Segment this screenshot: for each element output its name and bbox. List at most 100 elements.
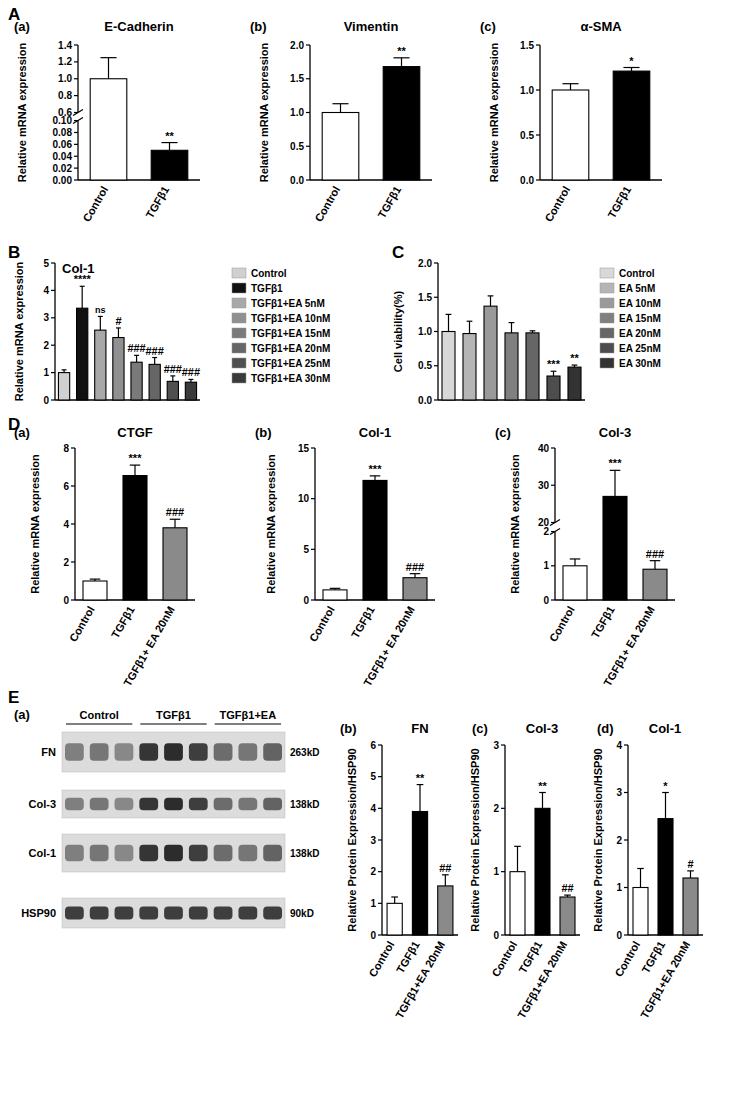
x-tick-label: TGFβ1: [143, 184, 171, 220]
subpanel-label: (a): [14, 707, 30, 722]
y-tick-label: 2: [43, 340, 49, 351]
error-stem: [134, 465, 135, 475]
y-tick-label: 0: [303, 595, 309, 606]
error-cap: [62, 369, 67, 370]
legend-label: TGFβ1: [251, 283, 283, 294]
blot-band: [214, 906, 233, 919]
y-tick-label: 1: [493, 866, 499, 877]
significance-label: **: [397, 45, 406, 57]
x-tick-label: TGFβ1: [109, 604, 137, 640]
y-tick: [51, 290, 55, 291]
y-tick-label: 0.5: [418, 360, 432, 371]
error-stem: [517, 846, 518, 871]
y-tick-label: 2: [616, 835, 622, 846]
legend-swatch: [600, 268, 614, 278]
y-tick-label: 1: [43, 367, 49, 378]
x-tick-label: Control: [307, 604, 337, 644]
x-tick-label: TGFβ1+ EA 20nM: [601, 604, 657, 688]
chart: Cell viability(%)0.00.51.01.52.0*****Con…: [392, 258, 661, 406]
y-axis-label: Relative Protein Expression/HSP90: [469, 748, 481, 931]
y-axis-label: Relative Protein Expression/HSP90: [346, 748, 358, 931]
y-axis-line: [504, 745, 505, 935]
significance-label: ###: [146, 345, 164, 357]
error-cap: [134, 355, 139, 356]
error-bar: [662, 793, 669, 819]
y-tick: [311, 549, 315, 550]
y-tick: [74, 132, 78, 133]
significance-label: ***: [609, 457, 623, 469]
error-bar: [467, 321, 473, 333]
error-bar: [610, 470, 621, 496]
blot-strip: [62, 898, 285, 928]
y-tick-label: 3: [493, 740, 499, 751]
y-tick-label: 0: [43, 395, 49, 406]
y-tick-label: 4: [370, 803, 376, 814]
y-tick-label: 1: [543, 560, 549, 571]
error-stem: [108, 58, 109, 79]
legend-label: EA 10nM: [619, 298, 661, 309]
y-tick-label: 0: [370, 930, 376, 941]
y-tick-label: 0.02: [53, 163, 73, 174]
blot-band: [139, 845, 158, 862]
blot-strip: [62, 732, 285, 772]
blot-band: [90, 845, 109, 862]
error-stem: [654, 561, 655, 570]
blot-band: [164, 798, 183, 810]
blot-strip: [62, 790, 285, 818]
error-cap: [391, 896, 398, 897]
significance-label: ##: [561, 882, 573, 894]
y-tick-label: 40: [538, 443, 550, 454]
blot-band: [214, 845, 233, 862]
blot-band: [139, 798, 158, 810]
blot-group-line: [66, 724, 132, 725]
y-tick: [378, 808, 382, 809]
marks: [387, 785, 453, 935]
subpanel-label: (c): [480, 19, 496, 34]
error-stem: [445, 875, 446, 886]
subpanel-label: (a): [14, 425, 30, 440]
blot-band: [189, 845, 208, 862]
y-tick: [536, 89, 540, 90]
error-bar: [170, 376, 175, 381]
significance-label: ****: [74, 273, 92, 285]
chart-title: Col-1: [359, 425, 392, 440]
significance-label: ***: [129, 452, 143, 464]
blot-band: [238, 743, 257, 761]
bar: [151, 150, 188, 180]
chart-title: FN: [411, 721, 428, 736]
panel-letter: C: [392, 243, 404, 262]
error-cap: [530, 330, 536, 331]
y-tick-label: 6: [370, 740, 376, 751]
chart-title: Col-3: [526, 721, 559, 736]
chart-title: Col-3: [599, 425, 632, 440]
y-tick: [434, 365, 438, 366]
x-tick-label: Control: [67, 604, 97, 644]
significance-label: ###: [406, 561, 424, 573]
bar: [526, 333, 539, 400]
y-tick: [74, 78, 78, 79]
legend-swatch: [600, 358, 614, 368]
blot-group-line: [215, 724, 281, 725]
significance-label: ns: [95, 305, 106, 315]
blot-band: [115, 906, 134, 919]
bar: [563, 566, 587, 600]
y-tick-label: 3: [43, 312, 49, 323]
error-cap: [662, 792, 669, 793]
y-tick-label: 4: [63, 519, 69, 530]
legend-label: EA 20nM: [619, 328, 661, 339]
bar: [77, 308, 88, 400]
error-cap: [509, 322, 515, 323]
x-tick-label: TGFβ1+EA 20nM: [638, 939, 692, 1021]
blot-band: [115, 798, 134, 810]
error-cap: [393, 57, 409, 58]
subpanel-label: (d): [597, 721, 614, 736]
y-tick: [501, 808, 505, 809]
legend-swatch: [600, 313, 614, 323]
panel-letter: B: [8, 243, 20, 262]
chart-title: Vimentin: [344, 19, 399, 34]
legend-swatch: [232, 358, 246, 368]
y-tick: [306, 78, 310, 79]
y-tick: [378, 776, 382, 777]
blot-band: [90, 798, 109, 810]
error-stem: [690, 871, 691, 878]
